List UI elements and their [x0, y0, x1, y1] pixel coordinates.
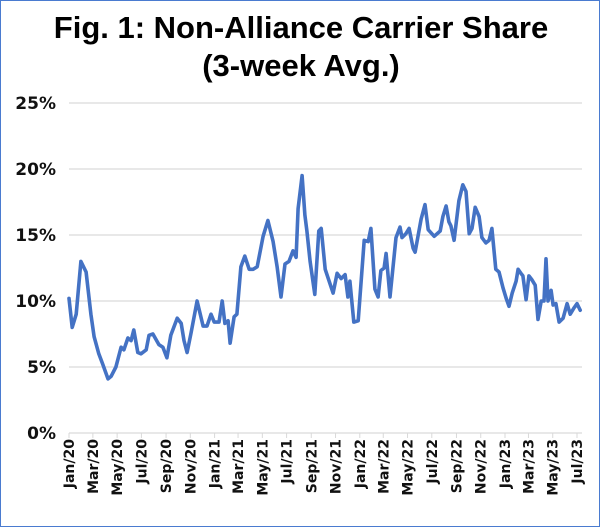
x-tick-label: Sep/20	[159, 439, 175, 493]
series-line	[67, 173, 583, 381]
y-tick-label: 15%	[15, 226, 56, 246]
chart-subtitle: (3-week Avg.)	[202, 48, 400, 83]
x-tick-label: Mar/21	[231, 439, 247, 494]
x-tick-label: Nov/22	[474, 439, 490, 494]
y-tick-label: 0%	[27, 424, 56, 444]
y-tick-label: 25%	[15, 94, 56, 114]
x-tick-label: May/23	[546, 439, 562, 496]
x-tick-label: May/21	[255, 439, 271, 496]
x-tick-label: Jul/20	[134, 439, 150, 485]
x-tick-label: Sep/21	[304, 439, 320, 493]
x-tick-label: Nov/20	[183, 439, 199, 494]
x-tick-label: Nov/21	[329, 439, 345, 494]
x-tick-label: Jan/20	[62, 439, 78, 489]
chart-title: Fig. 1: Non-Alliance Carrier Share (3-we…	[1, 9, 599, 85]
x-tick-label: Jan/23	[498, 439, 514, 489]
x-tick-label: Jan/22	[353, 439, 369, 489]
y-tick-label: 5%	[27, 358, 56, 378]
x-tick-label: Mar/23	[521, 439, 537, 494]
x-tick-label: Jul/23	[570, 439, 586, 485]
y-tick-label: 10%	[15, 292, 56, 312]
x-tick-label: Mar/20	[86, 439, 102, 494]
x-tick-label: May/22	[401, 439, 417, 496]
x-tick-label: May/20	[110, 439, 126, 496]
chart-title-line: Fig. 1: Non-Alliance Carrier Share	[53, 10, 549, 45]
x-tick-label: Jul/21	[280, 439, 296, 485]
x-tick-label: Jul/22	[425, 439, 441, 485]
y-tick-label: 20%	[15, 160, 56, 180]
x-tick-label: Sep/22	[449, 439, 465, 493]
x-tick-label: Mar/22	[376, 439, 392, 494]
x-tick-label: Jan/21	[208, 439, 224, 489]
